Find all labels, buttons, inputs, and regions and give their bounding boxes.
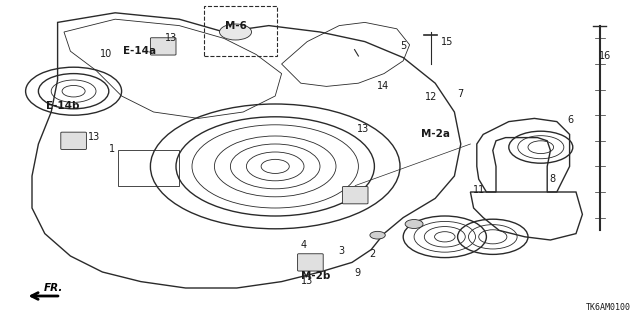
Text: 15: 15 xyxy=(440,36,453,47)
Text: M-6: M-6 xyxy=(225,20,246,31)
Text: 10: 10 xyxy=(99,49,112,60)
Text: TK6AM0100: TK6AM0100 xyxy=(586,303,630,312)
Circle shape xyxy=(405,220,423,228)
Text: 16: 16 xyxy=(599,51,612,61)
Text: 14: 14 xyxy=(376,81,389,91)
FancyBboxPatch shape xyxy=(61,132,86,149)
Text: 9: 9 xyxy=(354,268,360,278)
Text: 3: 3 xyxy=(338,246,344,256)
Text: 7: 7 xyxy=(458,89,464,100)
Text: 5: 5 xyxy=(400,41,406,52)
Text: 13: 13 xyxy=(88,132,100,142)
Text: M-2b: M-2b xyxy=(301,271,330,281)
Bar xyxy=(118,150,179,186)
Text: 13: 13 xyxy=(356,124,369,134)
FancyBboxPatch shape xyxy=(342,187,368,204)
Bar xyxy=(204,6,277,56)
Text: 8: 8 xyxy=(549,174,556,184)
Text: M-2a: M-2a xyxy=(420,129,450,140)
Text: E-14a: E-14a xyxy=(123,46,156,56)
FancyBboxPatch shape xyxy=(150,38,176,55)
Text: 12: 12 xyxy=(424,92,437,102)
Text: FR.: FR. xyxy=(44,283,63,293)
Circle shape xyxy=(370,231,385,239)
Text: 13: 13 xyxy=(301,276,314,286)
Text: E-14b: E-14b xyxy=(46,100,79,111)
Text: 13: 13 xyxy=(165,33,178,43)
FancyBboxPatch shape xyxy=(298,254,323,271)
Text: 11: 11 xyxy=(472,185,485,196)
Text: 6: 6 xyxy=(568,115,574,125)
Text: 1: 1 xyxy=(109,144,115,154)
Circle shape xyxy=(220,24,252,40)
Text: 4: 4 xyxy=(301,240,307,250)
Text: 2: 2 xyxy=(369,249,376,260)
